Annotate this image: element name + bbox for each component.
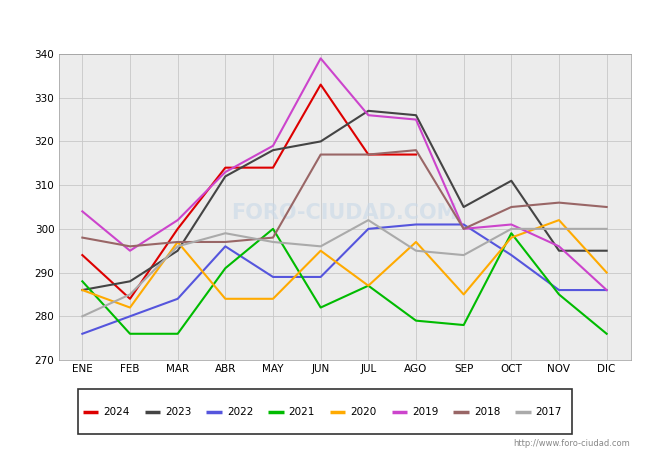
Text: 2023: 2023: [165, 407, 192, 417]
Text: 2024: 2024: [103, 407, 130, 417]
Text: 2017: 2017: [536, 407, 562, 417]
Text: 2022: 2022: [227, 407, 254, 417]
Text: 2020: 2020: [350, 407, 376, 417]
Text: Afiliados en Alborache a 31/5/2024: Afiliados en Alborache a 31/5/2024: [179, 22, 471, 40]
Text: 2019: 2019: [412, 407, 439, 417]
Text: http://www.foro-ciudad.com: http://www.foro-ciudad.com: [514, 439, 630, 448]
Text: FORO-CIUDAD.COM: FORO-CIUDAD.COM: [231, 203, 458, 223]
Text: 2021: 2021: [289, 407, 315, 417]
Text: 2018: 2018: [474, 407, 500, 417]
FancyBboxPatch shape: [78, 389, 572, 434]
